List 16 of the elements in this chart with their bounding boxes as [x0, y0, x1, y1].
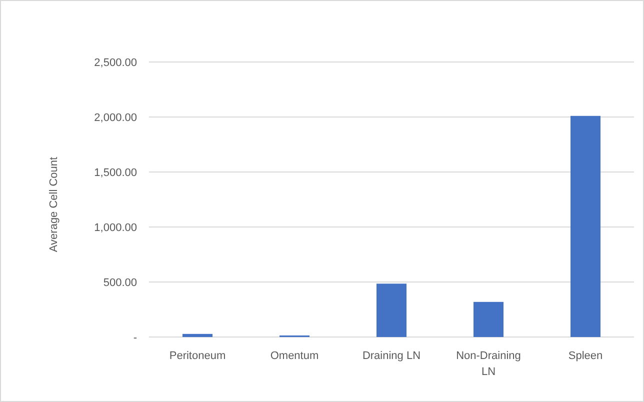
x-tick-label: Omentum: [270, 350, 319, 362]
y-tick-label: 1,500.00: [94, 166, 137, 179]
x-tick-label: Draining LN: [362, 350, 421, 362]
y-axis-title: Average Cell Count: [48, 156, 60, 252]
bar: [376, 284, 406, 337]
y-tick-label: -: [133, 332, 138, 344]
y-tick-label: 500.00: [103, 276, 137, 289]
x-tick-label: Non-Draining LN: [456, 350, 521, 378]
bar: [570, 116, 600, 337]
x-tick-label: Peritoneum: [169, 350, 226, 362]
y-tick-label: 1,000.00: [94, 222, 137, 234]
y-tick-label: 2,500.00: [94, 56, 137, 69]
y-tick-label: 2,000.00: [94, 112, 137, 124]
x-tick-label: Spleen: [568, 350, 603, 362]
bar: [182, 334, 212, 337]
bar: [474, 302, 504, 337]
